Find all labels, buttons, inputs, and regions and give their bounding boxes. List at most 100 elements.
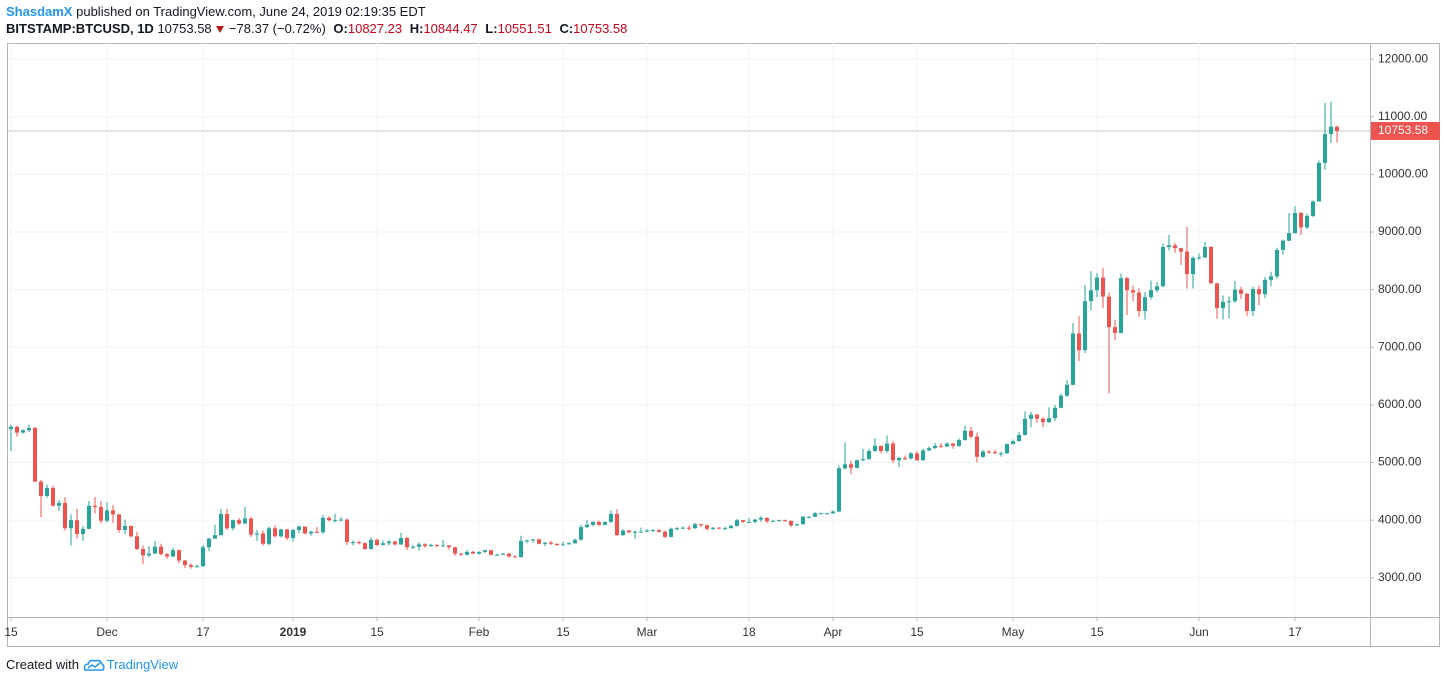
candle-body	[975, 436, 979, 457]
y-tick-label: 8000.00	[1378, 282, 1422, 296]
candle-body	[1281, 240, 1285, 250]
candle-body	[1221, 301, 1225, 309]
close-value: 10753.58	[573, 21, 628, 36]
footer-text: Created with	[6, 657, 79, 672]
open-value: 10827.23	[347, 21, 403, 36]
candle-body	[249, 518, 253, 535]
candle-body	[1053, 407, 1057, 419]
candle-body	[51, 487, 55, 506]
candle-body	[927, 448, 931, 451]
candle-body	[1131, 290, 1135, 293]
candle-body	[333, 520, 337, 522]
candle-body	[1335, 126, 1339, 131]
candle-body	[843, 464, 847, 469]
chart: 3000.00 4000.00 5000.00 6000.00 7000.00 8000.…	[4, 43, 1440, 647]
candle-body	[171, 550, 175, 557]
candle-body	[519, 540, 523, 558]
candle-body	[1023, 418, 1027, 435]
candle-body	[747, 521, 751, 523]
candle-body	[687, 527, 691, 529]
candle-body	[1209, 247, 1213, 284]
candle-body	[555, 543, 559, 545]
low-value: 10551.51	[497, 21, 552, 36]
x-tick-label: Jun	[1189, 625, 1208, 639]
candle-body	[795, 524, 799, 526]
y-tick-label: 4000.00	[1378, 512, 1422, 526]
candle-body	[1215, 283, 1219, 309]
candle-body	[603, 521, 607, 525]
candle-body	[1299, 213, 1303, 228]
candle-body	[561, 544, 565, 546]
candle-body	[723, 528, 727, 530]
candles	[9, 101, 1339, 569]
x-tick-label: Dec	[96, 625, 117, 639]
down-arrow	[216, 26, 225, 33]
candle-body	[291, 529, 295, 539]
candle-body	[1323, 134, 1327, 163]
candle-body	[195, 566, 199, 568]
candle-body	[261, 533, 265, 544]
candle-body	[1125, 278, 1129, 291]
candle-body	[219, 513, 223, 536]
low-label: L:	[485, 21, 498, 36]
candle-body	[765, 517, 769, 522]
candle-body	[81, 528, 85, 535]
candle-body	[711, 527, 715, 529]
candle-body	[1113, 327, 1117, 333]
candle-body	[879, 445, 883, 452]
x-tick-label: 15	[1090, 625, 1104, 639]
candle-body	[237, 520, 241, 524]
candle-body	[1065, 384, 1069, 396]
candle-body	[1029, 414, 1033, 419]
candle-body	[303, 526, 307, 534]
candle-body	[357, 542, 361, 544]
candle-body	[933, 445, 937, 449]
candle-body	[1149, 290, 1153, 298]
candle-body	[183, 560, 187, 566]
candle-body	[165, 554, 169, 557]
candle-body	[477, 551, 481, 554]
candle-body	[411, 546, 415, 548]
x-tick-label: Feb	[469, 625, 490, 639]
candle-body	[699, 524, 703, 526]
brand[interactable]: TradingView	[106, 657, 179, 672]
candle-body	[393, 541, 397, 545]
candle-body	[531, 539, 535, 541]
x-tick-label: 2019	[280, 625, 307, 639]
symbol: BITSTAMP:BTCUSD, 1D	[6, 21, 154, 36]
publisher[interactable]: ShasdamX	[6, 4, 73, 19]
candle-body	[99, 506, 103, 521]
candle-body	[867, 451, 871, 460]
candle-body	[1011, 441, 1015, 445]
candle-body	[789, 520, 793, 526]
candle-body	[243, 518, 247, 524]
candle-body	[999, 453, 1003, 455]
candle-body	[1311, 201, 1315, 216]
candle-body	[1167, 245, 1171, 248]
candle-body	[1173, 245, 1177, 249]
candle-body	[873, 445, 877, 452]
candle-body	[177, 550, 181, 561]
candle-body	[405, 538, 409, 548]
candle-body	[315, 531, 319, 533]
candle-body	[651, 529, 655, 531]
candle-body	[75, 520, 79, 535]
candle-body	[831, 511, 835, 514]
candle-body	[111, 510, 115, 515]
candle-body	[495, 554, 499, 556]
candle-body	[1155, 286, 1159, 291]
candle-body	[39, 481, 43, 496]
candle-body	[1329, 126, 1333, 135]
candle-body	[573, 539, 577, 544]
frame	[7, 43, 1440, 647]
open-label: O:	[333, 21, 348, 36]
candle-body	[327, 517, 331, 521]
candle-body	[387, 541, 391, 544]
candle-body	[807, 516, 811, 518]
candle-body	[903, 457, 907, 459]
candle-body	[63, 502, 67, 529]
candle-body	[489, 550, 493, 555]
last-price: 10753.58	[157, 21, 212, 36]
candle-body	[1287, 233, 1291, 241]
grid	[8, 43, 1370, 617]
